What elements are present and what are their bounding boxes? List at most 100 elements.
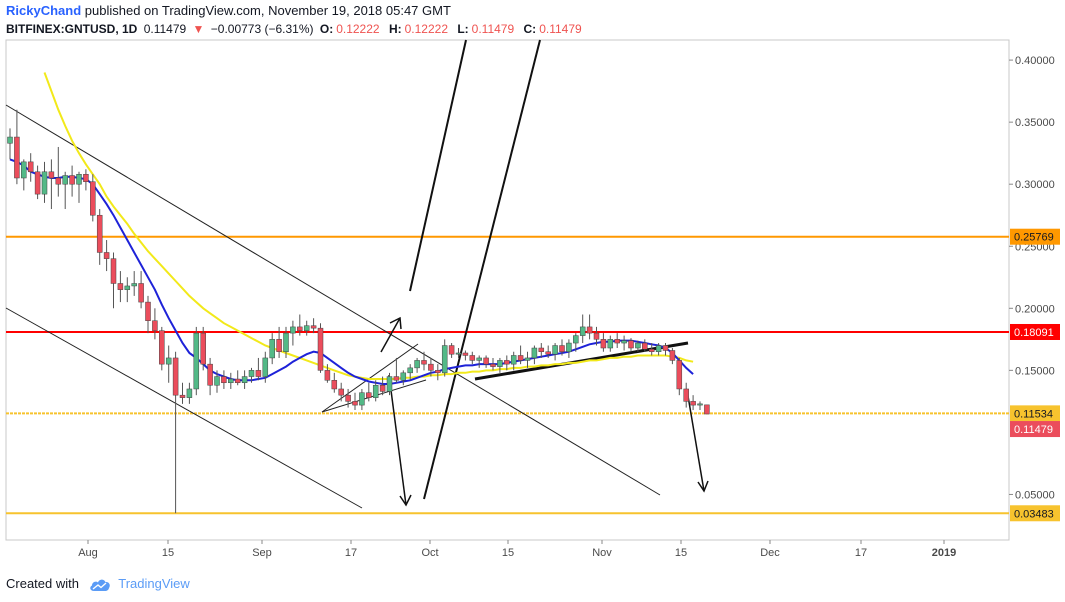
candle[interactable] [152, 308, 158, 340]
candle[interactable] [662, 343, 669, 356]
candle[interactable] [628, 338, 634, 352]
candle[interactable] [276, 326, 282, 358]
candle[interactable] [359, 388, 365, 411]
candle[interactable] [552, 343, 558, 361]
candle[interactable] [648, 343, 655, 356]
candle[interactable] [683, 382, 689, 408]
candle[interactable] [228, 372, 234, 389]
candle[interactable] [517, 345, 524, 365]
candle[interactable] [642, 339, 648, 352]
down-arrow-right[interactable] [687, 395, 709, 493]
candle[interactable] [379, 376, 386, 396]
candle[interactable] [193, 326, 200, 396]
candle[interactable] [690, 395, 696, 411]
candle[interactable] [635, 340, 641, 352]
candle[interactable] [352, 392, 358, 411]
candle[interactable] [96, 209, 103, 265]
channel-lower-trendline[interactable] [5, 307, 363, 509]
candle[interactable] [504, 355, 510, 371]
channel-upper-trendline[interactable] [5, 104, 661, 496]
candle[interactable] [559, 339, 565, 356]
candle[interactable] [14, 109, 20, 185]
candle[interactable] [421, 351, 427, 371]
candle[interactable] [455, 348, 462, 358]
candle[interactable] [614, 333, 620, 349]
candle[interactable] [290, 320, 296, 346]
candle[interactable] [41, 161, 48, 203]
candle[interactable] [83, 169, 89, 191]
candle[interactable] [600, 333, 607, 352]
candle[interactable] [676, 357, 683, 396]
candle[interactable] [593, 326, 600, 346]
candle[interactable] [704, 404, 710, 415]
candle[interactable] [27, 153, 34, 182]
down-arrow-center[interactable] [388, 374, 412, 507]
candle[interactable] [566, 339, 572, 358]
candle[interactable] [579, 314, 586, 344]
candle[interactable] [234, 370, 241, 386]
candle[interactable] [324, 364, 331, 383]
candle[interactable] [76, 171, 82, 203]
candle[interactable] [165, 345, 172, 383]
tradingview-brand-link[interactable]: TradingView [118, 576, 190, 591]
candle[interactable] [103, 240, 110, 272]
candle[interactable] [55, 146, 62, 197]
candle[interactable] [262, 351, 269, 383]
candle[interactable] [510, 351, 517, 371]
projection-line-right[interactable] [423, 39, 541, 500]
candle[interactable] [531, 345, 538, 365]
candle[interactable] [214, 370, 220, 393]
candle[interactable] [393, 357, 400, 383]
candle[interactable] [669, 348, 676, 365]
candle[interactable] [221, 370, 227, 389]
candle[interactable] [90, 174, 96, 222]
candle[interactable] [435, 364, 441, 381]
candle[interactable] [69, 165, 75, 197]
author-name[interactable]: RickyChand [6, 3, 82, 18]
candle[interactable] [372, 380, 379, 402]
candle[interactable] [338, 382, 344, 402]
projection-line-left[interactable] [409, 39, 467, 292]
candle[interactable] [586, 314, 593, 340]
candle[interactable] [538, 343, 545, 358]
candle[interactable] [7, 128, 13, 160]
candle[interactable] [200, 326, 206, 371]
candle[interactable] [207, 357, 213, 396]
candle[interactable] [21, 159, 27, 191]
candle[interactable] [241, 370, 248, 389]
candle[interactable] [145, 295, 151, 334]
candle[interactable] [317, 323, 324, 373]
candle[interactable] [172, 351, 179, 514]
candle[interactable] [345, 388, 351, 408]
candle[interactable] [310, 318, 317, 334]
candle[interactable] [138, 271, 144, 309]
candle[interactable] [524, 351, 531, 368]
candle[interactable] [697, 401, 703, 411]
candle[interactable] [297, 314, 303, 336]
candle[interactable] [462, 350, 469, 361]
candle[interactable] [62, 171, 68, 210]
candle[interactable] [34, 165, 41, 200]
candle[interactable] [483, 355, 489, 368]
candle[interactable] [283, 326, 289, 358]
candle[interactable] [428, 357, 434, 377]
candle[interactable] [400, 370, 407, 386]
candle[interactable] [607, 335, 614, 352]
candle[interactable] [655, 343, 662, 356]
candle[interactable] [621, 335, 627, 351]
candle[interactable] [131, 271, 137, 296]
candle[interactable] [186, 382, 193, 404]
candle[interactable] [469, 351, 476, 365]
candle[interactable] [490, 357, 496, 371]
candle[interactable] [124, 277, 131, 303]
candle[interactable] [255, 357, 262, 381]
candle[interactable] [448, 343, 455, 358]
candle[interactable] [248, 367, 255, 383]
candle[interactable] [269, 333, 275, 365]
candle[interactable] [441, 339, 448, 377]
candle[interactable] [331, 372, 338, 393]
candle[interactable] [366, 382, 372, 402]
candle[interactable] [545, 345, 551, 358]
candle[interactable] [48, 159, 55, 210]
